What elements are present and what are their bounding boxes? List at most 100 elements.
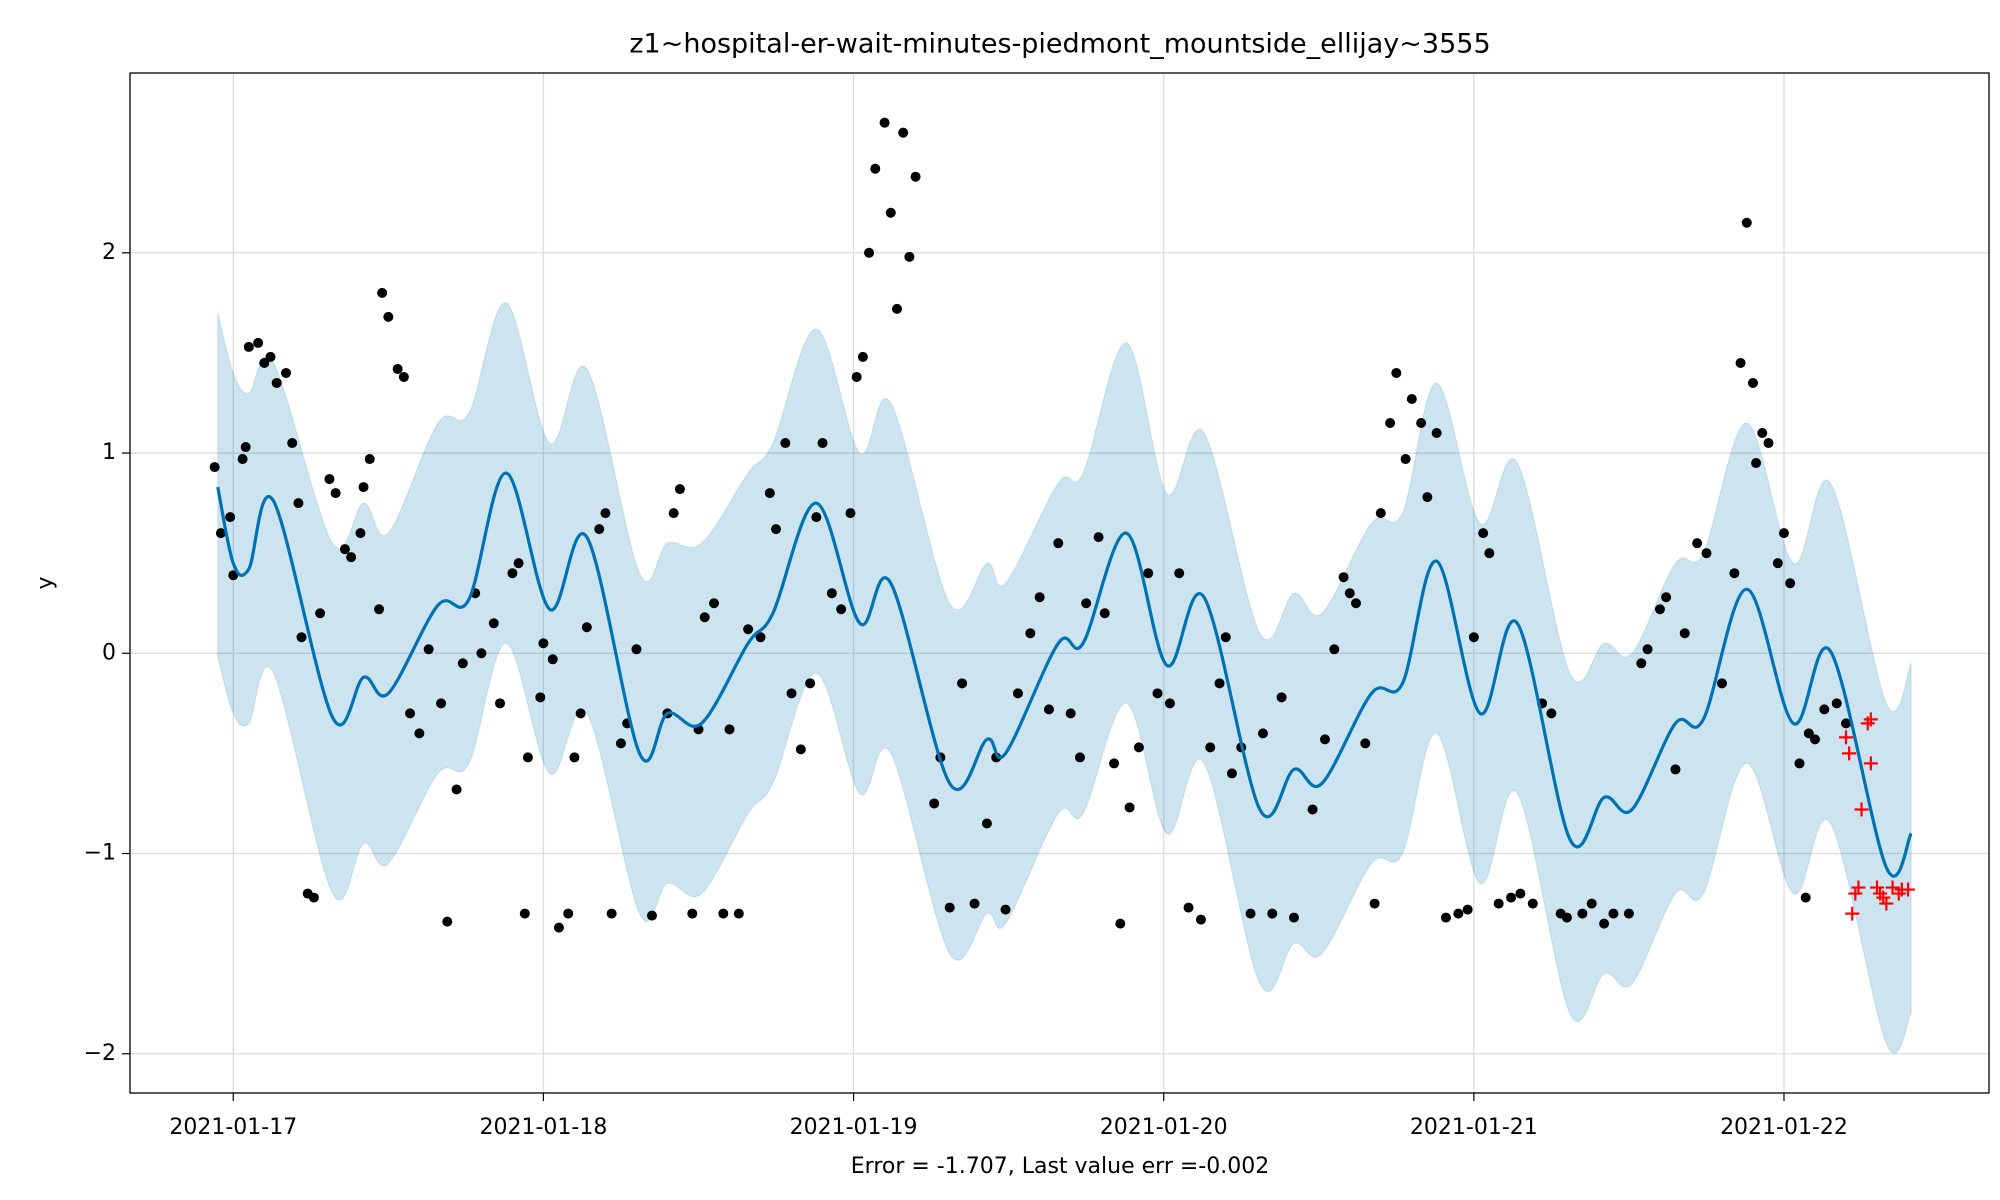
observed-point [225, 512, 236, 523]
test-point [1842, 746, 1857, 761]
observed-point [451, 784, 462, 795]
observed-point [1800, 892, 1811, 903]
observed-point [436, 698, 447, 709]
observed-point [1546, 708, 1557, 719]
test-point [1863, 712, 1878, 727]
observed-point [1515, 888, 1526, 899]
observed-point [786, 688, 797, 699]
observed-point [1692, 538, 1703, 549]
observed-point [1307, 804, 1318, 815]
observed-point [1350, 598, 1361, 609]
observed-point [414, 728, 425, 739]
test-point [1845, 906, 1860, 921]
plot-frame [129, 72, 1990, 1094]
test-point [1879, 896, 1894, 911]
observed-point [1453, 908, 1464, 919]
observed-point [1462, 904, 1473, 915]
observed-point [1074, 752, 1085, 763]
observed-point [374, 604, 385, 615]
y-tick-label: −1 [84, 841, 116, 866]
test-point [1870, 880, 1885, 895]
observed-point [851, 371, 862, 382]
observed-point [795, 744, 806, 755]
observed-point [898, 127, 909, 138]
observed-point [281, 367, 292, 378]
observed-point [1385, 418, 1396, 429]
observed-point [1115, 918, 1126, 929]
observed-point [1276, 692, 1287, 703]
observed-point [522, 752, 533, 763]
observed-point [1257, 728, 1268, 739]
y-axis-label: y [33, 576, 58, 589]
observed-point [646, 910, 657, 921]
forecast-line [216, 471, 1913, 878]
observed-point [1716, 678, 1727, 689]
observed-point [1065, 708, 1076, 719]
observed-point [733, 908, 744, 919]
observed-point [519, 908, 530, 919]
y-tick-label: −2 [84, 1041, 116, 1066]
observed-point [764, 488, 775, 499]
observed-point [377, 287, 388, 298]
test-point [1901, 882, 1916, 897]
observed-point [1586, 898, 1597, 909]
observed-point [857, 351, 868, 362]
observed-point [910, 171, 921, 182]
observed-point [209, 462, 220, 473]
observed-point [724, 724, 735, 735]
observed-point [538, 638, 549, 649]
observed-point [296, 632, 307, 643]
observed-point [423, 644, 434, 655]
observed-point [1226, 768, 1237, 779]
observed-point [699, 612, 710, 623]
observed-point [240, 442, 251, 453]
observed-point [615, 738, 626, 749]
observed-point [1288, 912, 1299, 923]
observed-point [1174, 568, 1185, 579]
observed-point [1329, 644, 1340, 655]
observed-point [1608, 908, 1619, 919]
x-tick-label: 2021-01-22 [1720, 1115, 1848, 1140]
observed-point [864, 247, 875, 258]
observed-point [364, 454, 375, 465]
observed-point [563, 908, 574, 919]
observed-point [265, 351, 276, 362]
observed-point [1081, 598, 1092, 609]
observed-point [1344, 588, 1355, 599]
observed-point [1803, 728, 1814, 739]
observed-point [1527, 898, 1538, 909]
observed-point [1642, 644, 1653, 655]
observed-point [1440, 912, 1451, 923]
observed-point [1183, 902, 1194, 913]
observed-point [1747, 377, 1758, 388]
observed-point [315, 608, 326, 619]
observed-point [581, 622, 592, 633]
x-tick-label: 2021-01-18 [479, 1115, 607, 1140]
observed-point [271, 377, 282, 388]
observed-point [836, 604, 847, 615]
observed-point [1478, 528, 1489, 539]
observed-point [981, 818, 992, 829]
observed-point [228, 570, 239, 581]
observed-point [1831, 698, 1842, 709]
observed-point [1267, 908, 1278, 919]
observed-point [1220, 632, 1231, 643]
observed-point [687, 908, 698, 919]
test-point [1863, 756, 1878, 771]
observed-point [1391, 367, 1402, 378]
observed-point [1819, 704, 1830, 715]
observed-point [1729, 568, 1740, 579]
observed-point [1778, 528, 1789, 539]
observed-point [1757, 428, 1768, 439]
observed-point [287, 438, 298, 449]
observed-point [826, 588, 837, 599]
observed-point [330, 488, 341, 499]
observed-point [215, 528, 226, 539]
observed-point [1406, 393, 1417, 404]
observed-point [1431, 428, 1442, 439]
observed-point [1599, 918, 1610, 929]
observed-point [1636, 658, 1647, 669]
observed-point [1416, 418, 1427, 429]
observed-point [718, 908, 729, 919]
